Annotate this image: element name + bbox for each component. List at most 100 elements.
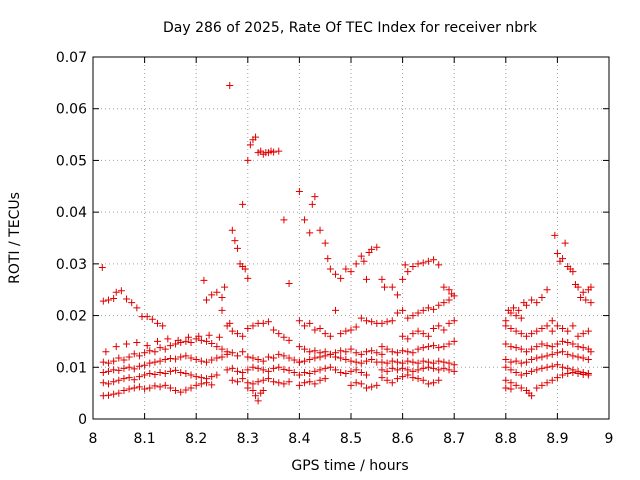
data-point bbox=[409, 349, 417, 357]
data-point bbox=[203, 379, 211, 387]
data-point bbox=[507, 379, 515, 387]
data-point bbox=[213, 343, 221, 351]
data-point bbox=[125, 363, 133, 371]
data-point bbox=[388, 379, 396, 387]
data-point bbox=[435, 322, 443, 330]
data-point bbox=[99, 379, 107, 387]
data-point bbox=[388, 357, 396, 365]
data-point bbox=[512, 327, 520, 335]
data-point bbox=[174, 336, 182, 344]
data-point bbox=[574, 332, 582, 340]
data-point bbox=[197, 380, 205, 388]
data-point bbox=[393, 366, 401, 374]
data-point bbox=[404, 357, 412, 365]
data-point bbox=[244, 156, 252, 164]
data-point bbox=[368, 245, 376, 253]
data-point bbox=[383, 376, 391, 384]
data-point bbox=[254, 397, 262, 405]
data-point bbox=[362, 384, 370, 392]
data-point bbox=[316, 376, 324, 384]
data-point bbox=[117, 287, 125, 295]
data-point bbox=[120, 356, 128, 364]
data-point bbox=[404, 371, 412, 379]
y-tick-label: 0.02 bbox=[56, 309, 87, 325]
data-point bbox=[208, 373, 216, 381]
data-point bbox=[368, 318, 376, 326]
x-tick-label: 8.2 bbox=[185, 431, 207, 447]
data-point bbox=[528, 330, 536, 338]
data-point bbox=[553, 322, 561, 330]
data-point bbox=[221, 283, 229, 291]
data-point bbox=[166, 342, 174, 350]
data-point bbox=[223, 366, 231, 374]
data-point bbox=[125, 374, 133, 382]
data-point bbox=[419, 344, 427, 352]
data-point bbox=[430, 364, 438, 372]
data-point bbox=[270, 378, 278, 386]
y-axis-label: ROTI / TECUs bbox=[7, 192, 23, 284]
data-point bbox=[347, 268, 355, 276]
data-point bbox=[324, 255, 332, 263]
data-point bbox=[316, 226, 324, 234]
data-point bbox=[306, 378, 314, 386]
data-point bbox=[99, 392, 107, 400]
data-point bbox=[233, 244, 241, 252]
data-point bbox=[275, 363, 283, 371]
data-point bbox=[102, 348, 110, 356]
x-tick-label: 8.8 bbox=[495, 431, 517, 447]
data-point bbox=[362, 357, 370, 365]
data-point bbox=[430, 325, 438, 332]
data-point bbox=[161, 381, 169, 389]
data-point bbox=[326, 363, 334, 371]
data-point bbox=[104, 391, 112, 399]
data-point bbox=[120, 364, 128, 372]
axis-ticks bbox=[92, 56, 610, 420]
data-point bbox=[321, 352, 329, 360]
data-point bbox=[148, 315, 156, 323]
data-point bbox=[502, 340, 510, 348]
data-point bbox=[143, 342, 151, 350]
data-point bbox=[151, 371, 159, 379]
data-point bbox=[587, 348, 595, 356]
data-point bbox=[342, 327, 350, 335]
data-point bbox=[528, 356, 536, 364]
data-point bbox=[548, 317, 556, 325]
data-point bbox=[522, 369, 530, 377]
data-point bbox=[368, 356, 376, 364]
data-point bbox=[378, 366, 386, 374]
data-point bbox=[445, 366, 453, 374]
data-point bbox=[233, 330, 241, 338]
data-point bbox=[112, 343, 120, 351]
data-point bbox=[306, 348, 314, 356]
data-point bbox=[130, 350, 138, 358]
data-point bbox=[337, 347, 345, 355]
data-point bbox=[200, 276, 208, 284]
data-point bbox=[326, 350, 334, 358]
data-point bbox=[383, 318, 391, 326]
data-point bbox=[538, 381, 546, 389]
data-point bbox=[187, 354, 195, 362]
data-point bbox=[192, 356, 200, 364]
data-point bbox=[440, 364, 448, 372]
data-point bbox=[151, 348, 159, 356]
data-point bbox=[569, 268, 577, 276]
data-point bbox=[311, 367, 319, 375]
data-point bbox=[244, 384, 252, 392]
data-point bbox=[543, 342, 551, 350]
data-point bbox=[249, 354, 257, 362]
data-point bbox=[368, 383, 376, 391]
data-point bbox=[285, 354, 293, 362]
data-point bbox=[156, 368, 164, 376]
data-point bbox=[388, 364, 396, 372]
data-point bbox=[135, 373, 143, 381]
data-point bbox=[172, 340, 180, 348]
x-tick-labels: 8 8.1 8.2 8.3 8.4 8.5 8.6 8.7 8.8 8.9 9 bbox=[89, 431, 614, 447]
data-point bbox=[228, 349, 236, 357]
data-point bbox=[228, 376, 236, 384]
data-point bbox=[430, 305, 438, 313]
data-point bbox=[564, 369, 572, 377]
data-point bbox=[208, 356, 216, 364]
data-point bbox=[587, 299, 595, 307]
data-point bbox=[559, 325, 567, 332]
data-point bbox=[98, 263, 106, 271]
